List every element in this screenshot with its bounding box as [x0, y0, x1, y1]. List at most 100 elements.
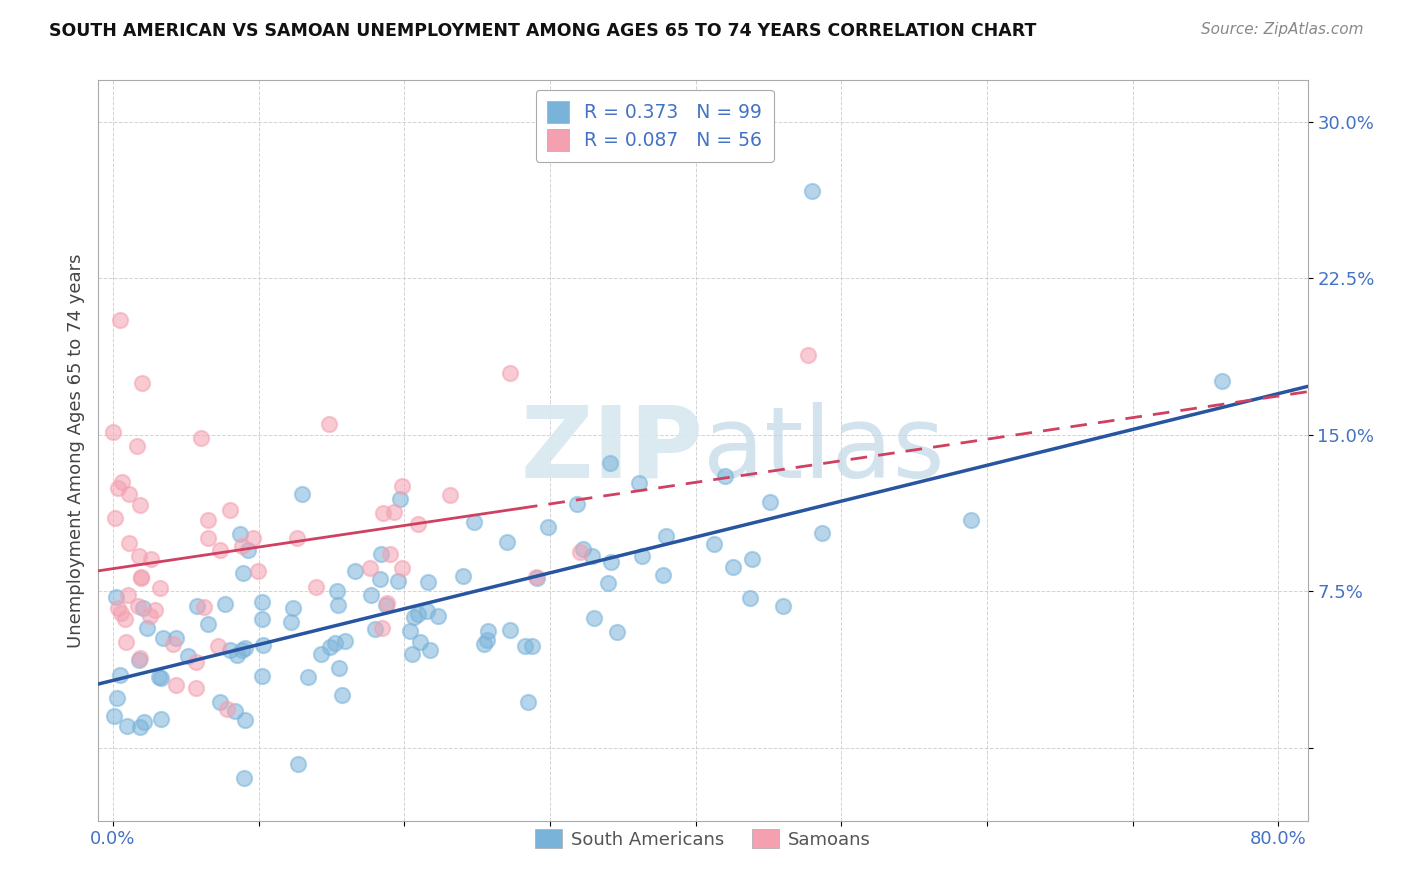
- Point: [451, 569, 474, 583]
- Point: [115, 719, 138, 733]
- Point: [472, 637, 495, 651]
- Point: [415, 604, 437, 618]
- Point: [162, 637, 184, 651]
- Point: [627, 475, 650, 490]
- Point: [242, 531, 264, 545]
- Text: Source: ZipAtlas.com: Source: ZipAtlas.com: [1201, 22, 1364, 37]
- Point: [496, 534, 519, 549]
- Point: [741, 552, 763, 566]
- Point: [404, 610, 426, 624]
- Point: [368, 572, 391, 586]
- Point: [328, 660, 350, 674]
- Point: [517, 695, 540, 709]
- Point: [343, 564, 366, 578]
- Point: [475, 633, 498, 648]
- Point: [285, 532, 308, 546]
- Point: [209, 695, 232, 709]
- Point: [132, 600, 155, 615]
- Point: [149, 672, 172, 686]
- Point: [391, 478, 413, 492]
- Point: [797, 348, 820, 362]
- Point: [225, 648, 247, 662]
- Point: [335, 634, 357, 648]
- Point: [801, 184, 824, 198]
- Point: [250, 612, 273, 626]
- Point: [129, 571, 152, 585]
- Point: [606, 624, 628, 639]
- Point: [581, 549, 603, 563]
- Point: [143, 603, 166, 617]
- Point: [526, 571, 548, 585]
- Point: [129, 720, 152, 734]
- Point: [207, 639, 229, 653]
- Point: [219, 643, 242, 657]
- Point: [184, 655, 207, 669]
- Point: [139, 608, 162, 623]
- Point: [280, 615, 302, 630]
- Point: [149, 581, 172, 595]
- Point: [655, 529, 678, 543]
- Point: [232, 566, 254, 580]
- Point: [105, 690, 128, 705]
- Point: [107, 481, 129, 495]
- Point: [218, 502, 240, 516]
- Point: [128, 549, 150, 564]
- Point: [128, 653, 150, 667]
- Point: [596, 576, 619, 591]
- Point: [148, 670, 170, 684]
- Point: [233, 640, 256, 655]
- Point: [399, 624, 422, 638]
- Point: [105, 591, 128, 605]
- Point: [416, 575, 439, 590]
- Point: [811, 526, 834, 541]
- Point: [721, 560, 744, 574]
- Y-axis label: Unemployment Among Ages 65 to 74 years: Unemployment Among Ages 65 to 74 years: [66, 253, 84, 648]
- Point: [374, 598, 396, 612]
- Point: [599, 555, 621, 569]
- Point: [197, 616, 219, 631]
- Point: [165, 678, 187, 692]
- Point: [359, 560, 381, 574]
- Point: [250, 595, 273, 609]
- Point: [166, 632, 188, 646]
- Point: [184, 681, 207, 695]
- Point: [309, 648, 332, 662]
- Point: [103, 708, 125, 723]
- Point: [959, 513, 981, 527]
- Point: [129, 651, 152, 665]
- Point: [252, 638, 274, 652]
- Point: [247, 564, 270, 578]
- Point: [304, 580, 326, 594]
- Point: [287, 757, 309, 772]
- Point: [186, 599, 208, 613]
- Point: [136, 621, 159, 635]
- Point: [387, 574, 409, 588]
- Point: [127, 439, 149, 453]
- Point: [330, 688, 353, 702]
- Point: [110, 606, 132, 620]
- Point: [132, 715, 155, 730]
- Point: [115, 635, 138, 649]
- Point: [703, 537, 725, 551]
- Point: [101, 425, 124, 439]
- Point: [582, 610, 605, 624]
- Point: [197, 513, 219, 527]
- Point: [419, 643, 441, 657]
- Point: [318, 417, 340, 432]
- Point: [1211, 374, 1233, 388]
- Point: [565, 497, 588, 511]
- Point: [599, 456, 621, 470]
- Point: [114, 612, 136, 626]
- Point: [231, 539, 253, 553]
- Point: [499, 366, 522, 380]
- Point: [520, 640, 543, 654]
- Text: atlas: atlas: [703, 402, 945, 499]
- Point: [139, 552, 162, 566]
- Point: [463, 515, 485, 529]
- Point: [214, 597, 236, 611]
- Point: [224, 704, 246, 718]
- Point: [117, 588, 139, 602]
- Point: [572, 541, 595, 556]
- Point: [319, 640, 342, 654]
- Point: [297, 670, 319, 684]
